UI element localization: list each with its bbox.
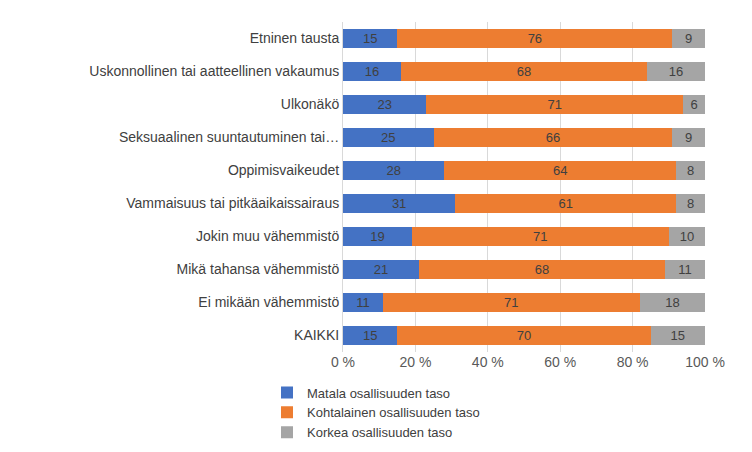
- svg-text:23: 23: [377, 97, 391, 112]
- svg-text:61: 61: [558, 196, 572, 211]
- svg-text:Uskonnollinen tai aatteellinen: Uskonnollinen tai aatteellinen vakaumus: [89, 63, 339, 79]
- svg-text:28: 28: [386, 163, 400, 178]
- svg-text:Kohtalainen osallisuuden taso: Kohtalainen osallisuuden taso: [307, 405, 480, 420]
- svg-text:15: 15: [363, 31, 377, 46]
- svg-text:Jokin muu vähemmistö: Jokin muu vähemmistö: [196, 228, 339, 244]
- svg-text:8: 8: [687, 196, 694, 211]
- svg-text:11: 11: [356, 295, 370, 310]
- svg-text:8: 8: [687, 163, 694, 178]
- svg-text:68: 68: [535, 262, 549, 277]
- svg-text:9: 9: [685, 31, 692, 46]
- svg-text:20 %: 20 %: [399, 354, 431, 370]
- svg-text:10: 10: [680, 229, 694, 244]
- svg-text:66: 66: [546, 130, 560, 145]
- svg-text:9: 9: [685, 130, 692, 145]
- svg-text:15: 15: [363, 328, 377, 343]
- svg-text:11: 11: [678, 262, 692, 277]
- svg-text:100 %: 100 %: [685, 354, 725, 370]
- svg-text:6: 6: [691, 97, 698, 112]
- svg-text:KAIKKI: KAIKKI: [294, 327, 339, 343]
- svg-text:19: 19: [370, 229, 384, 244]
- svg-text:71: 71: [533, 229, 547, 244]
- svg-text:15: 15: [671, 328, 685, 343]
- svg-text:Korkea osallisuuden taso: Korkea osallisuuden taso: [307, 425, 452, 440]
- svg-text:Matala osallisuuden taso: Matala osallisuuden taso: [307, 386, 450, 401]
- svg-text:71: 71: [548, 97, 562, 112]
- svg-text:60 %: 60 %: [544, 354, 576, 370]
- svg-text:Mikä tahansa vähemmistö: Mikä tahansa vähemmistö: [177, 261, 340, 277]
- svg-text:31: 31: [392, 196, 406, 211]
- svg-text:Vammaisuus tai pitkäaikaissair: Vammaisuus tai pitkäaikaissairaus: [126, 195, 339, 211]
- svg-text:Ei mikään vähemmistö: Ei mikään vähemmistö: [198, 294, 339, 310]
- svg-text:40 %: 40 %: [472, 354, 504, 370]
- svg-text:Etninen tausta: Etninen tausta: [250, 30, 340, 46]
- svg-text:71: 71: [504, 295, 518, 310]
- svg-text:18: 18: [665, 295, 679, 310]
- svg-text:76: 76: [528, 31, 542, 46]
- svg-text:21: 21: [374, 262, 388, 277]
- svg-text:16: 16: [669, 64, 683, 79]
- svg-text:Oppimisvaikeudet: Oppimisvaikeudet: [228, 162, 339, 178]
- svg-text:Ulkonäkö: Ulkonäkö: [281, 96, 340, 112]
- svg-text:68: 68: [517, 64, 531, 79]
- svg-text:Seksuaalinen suuntautuminen ta: Seksuaalinen suuntautuminen tai…: [119, 129, 339, 145]
- svg-text:80 %: 80 %: [617, 354, 649, 370]
- svg-text:16: 16: [365, 64, 379, 79]
- svg-text:0 %: 0 %: [331, 354, 355, 370]
- svg-text:70: 70: [517, 328, 531, 343]
- svg-text:64: 64: [553, 163, 567, 178]
- svg-text:25: 25: [381, 130, 395, 145]
